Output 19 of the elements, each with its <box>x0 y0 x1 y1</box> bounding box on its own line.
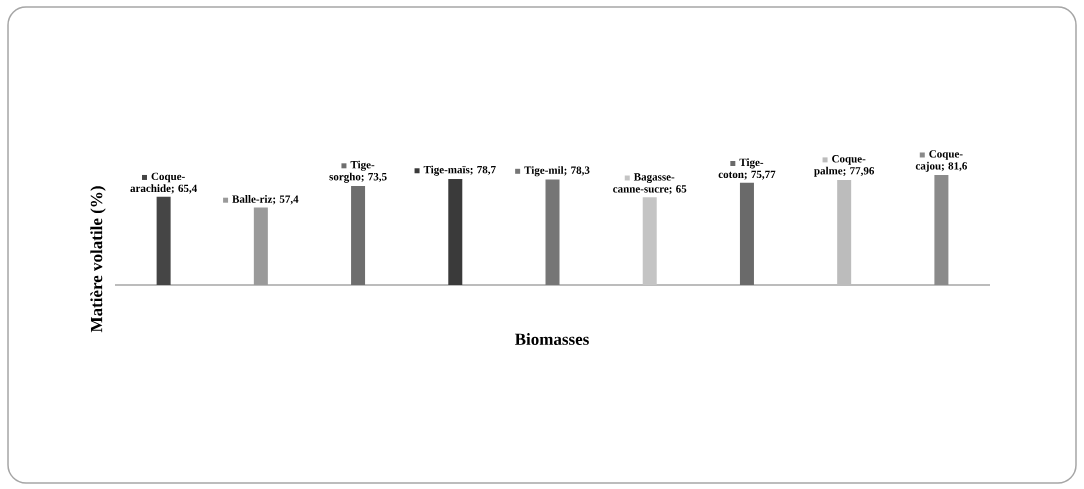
bar <box>448 178 463 285</box>
bar <box>156 196 171 285</box>
data-label: Tige-mil; 78,3 <box>524 166 590 177</box>
data-label: Bagasse-canne-sucre; 65 <box>613 173 687 195</box>
bar <box>351 185 366 285</box>
data-label: Tige-maïs; 78,7 <box>423 165 496 176</box>
bar <box>545 179 560 285</box>
bar <box>642 197 657 285</box>
data-label: Tige-coton; 75,77 <box>718 158 776 180</box>
bar <box>837 179 852 285</box>
data-label: Coque-palme; 77,96 <box>814 155 875 177</box>
x-axis-title: Biomasses <box>514 333 589 345</box>
data-label: Coque-cajou; 81,6 <box>915 150 968 172</box>
bar <box>739 182 754 285</box>
bar <box>934 174 949 285</box>
y-axis-title: Matière volatile (%) <box>90 186 106 333</box>
data-label: Coque-arachide; 65,4 <box>130 172 197 194</box>
data-label: Balle-riz; 57,4 <box>232 195 299 205</box>
data-label: Tige-sorgho; 73,5 <box>329 160 387 183</box>
